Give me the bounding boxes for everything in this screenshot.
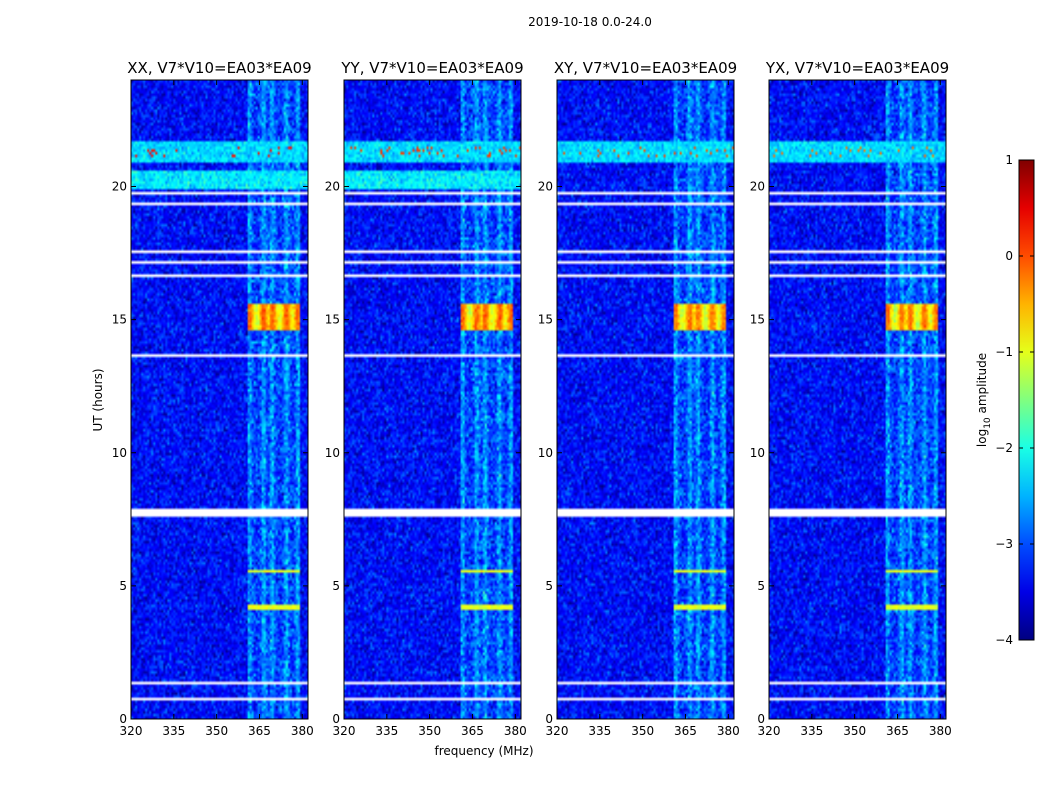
x-tick-label: 335 (375, 724, 398, 738)
y-tick-label: 10 (325, 446, 340, 460)
x-tick-label: 350 (418, 724, 441, 738)
y-tick-label: 15 (538, 313, 553, 327)
panel-heatmap (131, 80, 308, 719)
colorbar-tick-label: −3 (995, 537, 1013, 551)
y-tick-label: 10 (750, 446, 765, 460)
x-tick-label: 335 (588, 724, 611, 738)
colorbar-tick-label: 0 (1005, 249, 1013, 263)
x-tick-label: 350 (631, 724, 654, 738)
x-tick-label: 320 (758, 724, 781, 738)
colorbar-label: log10 amplitude (975, 353, 993, 447)
x-tick-label: 380 (929, 724, 952, 738)
y-tick-label: 15 (750, 313, 765, 327)
x-tick-label: 320 (333, 724, 356, 738)
figure-title: 2019-10-18 0.0-24.0 (528, 15, 652, 29)
y-tick-label: 10 (112, 446, 127, 460)
x-tick-label: 365 (248, 724, 271, 738)
colorbar-tick-label: −1 (995, 345, 1013, 359)
panel-heatmap (344, 80, 521, 719)
colorbar-label-sub: 10 (983, 417, 993, 429)
panel-frame (343, 79, 522, 720)
panel-title: XY, V7*V10=EA03*EA09 (554, 59, 737, 77)
x-tick-label: 380 (717, 724, 740, 738)
panel-3: XY, V7*V10=EA03*EA09 320 335 350 365 380 0 5 10 1… (538, 59, 740, 738)
panel-frame (556, 79, 735, 720)
colorbar-gradient (1018, 159, 1035, 641)
y-tick-label: 15 (325, 313, 340, 327)
panel-2: YY, V7*V10=EA03*EA09 320 335 350 365 380 0 5 10 1… (325, 59, 527, 738)
x-tick-label: 350 (205, 724, 228, 738)
y-tick-label: 5 (119, 579, 127, 593)
x-tick-label: 320 (546, 724, 569, 738)
x-tick-label: 335 (162, 724, 185, 738)
x-tick-label: 365 (461, 724, 484, 738)
panel-1: XX, V7*V10=EA03*EA09 320 335 350 365 380 0 5 10 1… (112, 59, 314, 738)
y-tick-label: 10 (538, 446, 553, 460)
colorbar-tick-label: −2 (995, 441, 1013, 455)
x-axis-label: frequency (MHz) (434, 744, 533, 758)
panel-heatmap (557, 80, 734, 719)
x-tick-label: 335 (800, 724, 823, 738)
panel-title: XX, V7*V10=EA03*EA09 (127, 59, 311, 77)
colorbar-tick-label: 1 (1005, 153, 1013, 167)
panel-heatmap (769, 80, 946, 719)
x-tick-label: 320 (120, 724, 143, 738)
x-tick-label: 380 (504, 724, 527, 738)
y-tick-label: 20 (325, 180, 340, 194)
x-tick-label: 365 (674, 724, 697, 738)
y-tick-label: 5 (332, 579, 340, 593)
y-tick-label: 20 (750, 180, 765, 194)
x-tick-label: 350 (843, 724, 866, 738)
y-tick-label: 0 (332, 712, 340, 726)
y-tick-label: 0 (757, 712, 765, 726)
panel-title: YX, V7*V10=EA03*EA09 (765, 59, 949, 77)
colorbar-tick-label: −4 (995, 633, 1013, 647)
y-tick-label: 15 (112, 313, 127, 327)
panel-4: YX, V7*V10=EA03*EA09 320 335 350 365 380 0 5 10 1… (750, 59, 952, 738)
panel-frame (130, 79, 309, 720)
y-tick-label: 20 (112, 180, 127, 194)
y-tick-label: 0 (545, 712, 553, 726)
colorbar-label-base: log (975, 429, 989, 447)
y-tick-label: 5 (545, 579, 553, 593)
y-tick-label: 20 (538, 180, 553, 194)
y-tick-label: 5 (757, 579, 765, 593)
colorbar-label-rest: amplitude (975, 353, 989, 417)
y-axis-label: UT (hours) (91, 368, 105, 431)
x-tick-label: 365 (886, 724, 909, 738)
y-tick-label: 0 (119, 712, 127, 726)
x-tick-label: 380 (291, 724, 314, 738)
panel-title: YY, V7*V10=EA03*EA09 (340, 59, 523, 77)
panels: XX, V7*V10=EA03*EA09 320 335 350 365 380 0 5 10 1… (112, 59, 952, 738)
panel-frame (768, 79, 947, 720)
